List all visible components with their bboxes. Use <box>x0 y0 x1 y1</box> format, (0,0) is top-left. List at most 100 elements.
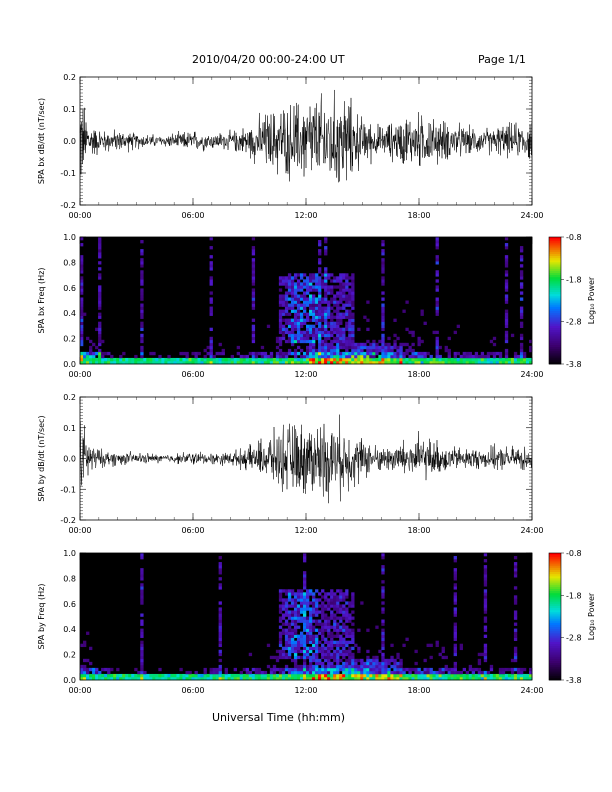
heatmap-cell <box>116 667 120 672</box>
heatmap-cell <box>83 312 87 316</box>
heatmap-cell <box>477 670 482 675</box>
heatmap-cell <box>366 649 370 654</box>
x-tick-label: 00:00 <box>68 526 91 535</box>
heatmap-cell <box>80 261 84 265</box>
heatmap-cell <box>293 300 298 304</box>
heatmap-cell <box>318 249 322 253</box>
heatmap-cell <box>513 565 518 569</box>
heatmap-cell <box>381 655 385 660</box>
heatmap-cell <box>140 249 144 253</box>
heatmap-cell <box>450 360 454 365</box>
heatmap-cell <box>381 258 385 262</box>
heatmap-cell <box>348 619 352 623</box>
heatmap-cell <box>378 360 382 365</box>
heatmap-cell <box>462 667 466 672</box>
heatmap-cell <box>290 670 295 675</box>
heatmap-cell <box>80 315 84 319</box>
heatmap-cell <box>321 309 325 313</box>
heatmap-cell <box>483 643 488 648</box>
heatmap-cell <box>122 357 126 362</box>
heatmap-cell <box>339 351 343 356</box>
heatmap-cell <box>510 676 515 681</box>
heatmap-cell <box>188 670 192 675</box>
heatmap-cell <box>411 357 415 362</box>
heatmap-cell <box>290 646 295 651</box>
heatmap-cell <box>318 354 322 359</box>
heatmap-cell <box>80 357 84 362</box>
heatmap-cell <box>167 360 171 365</box>
heatmap-cell <box>209 309 213 313</box>
heatmap-cell <box>290 288 295 292</box>
heatmap-cell <box>339 619 343 623</box>
heatmap-cell <box>381 628 385 632</box>
heatmap-cell <box>459 646 463 651</box>
heatmap-cell <box>492 676 497 681</box>
heatmap-cell <box>333 673 337 678</box>
heatmap-cell <box>239 354 244 359</box>
heatmap-cell <box>351 673 355 678</box>
heatmap-cell <box>284 351 289 356</box>
heatmap-cell <box>284 610 289 614</box>
heatmap-cell <box>528 670 533 675</box>
y-tick-label: 0.2 <box>63 651 76 660</box>
heatmap-cell <box>456 357 460 362</box>
heatmap-cell <box>336 333 340 338</box>
heatmap-cell <box>504 348 509 353</box>
heatmap-cell <box>471 357 476 362</box>
heatmap-cell <box>321 676 325 681</box>
heatmap-cell <box>299 273 304 277</box>
heatmap-cell <box>348 276 352 280</box>
heatmap-cell <box>345 652 349 657</box>
heatmap-cell <box>483 649 488 654</box>
heatmap-cell <box>296 309 301 313</box>
heatmap-cell <box>411 667 415 672</box>
heatmap-cell <box>80 360 84 365</box>
heatmap-cell <box>227 676 231 681</box>
heatmap-cell <box>293 315 298 319</box>
heatmap-cell <box>336 276 340 280</box>
heatmap-cell <box>302 673 307 678</box>
heatmap-cell <box>312 348 316 353</box>
plot-frame <box>79 552 533 681</box>
heatmap-cell <box>393 658 397 663</box>
heatmap-cell <box>299 595 304 599</box>
heatmap-cell <box>336 673 340 678</box>
heatmap-cell <box>248 652 253 657</box>
heatmap-cell <box>302 306 307 310</box>
heatmap-cell <box>146 673 150 678</box>
heatmap-cell <box>116 357 120 362</box>
x-tick-label: 06:00 <box>181 686 204 695</box>
colorbar-swatch <box>549 608 561 611</box>
heatmap-cell <box>411 676 415 681</box>
heatmap-cell <box>381 619 385 623</box>
heatmap-cell <box>435 330 439 335</box>
heatmap-cell <box>209 360 213 365</box>
heatmap-cell <box>324 667 328 672</box>
heatmap-cell <box>293 327 298 332</box>
colorbar-swatch <box>549 355 561 359</box>
heatmap-cell <box>375 342 379 347</box>
heatmap-cell <box>272 664 277 669</box>
heatmap-cell <box>149 351 153 356</box>
heatmap-cell <box>351 315 355 319</box>
heatmap-cell <box>318 348 322 353</box>
heatmap-cell <box>345 634 349 638</box>
heatmap-cell <box>336 318 340 322</box>
heatmap-cell <box>315 285 319 289</box>
heatmap-cell <box>161 357 165 362</box>
heatmap-cell <box>513 354 518 359</box>
heatmap-cell <box>357 354 361 359</box>
heatmap-cell <box>465 360 470 365</box>
heatmap-cell <box>251 258 256 262</box>
heatmap-cell <box>284 339 289 344</box>
heatmap-cell <box>483 619 488 623</box>
heatmap-cell <box>218 607 222 611</box>
x-axis-title: Universal Time (hh:mm) <box>212 711 345 724</box>
heatmap-cell <box>456 670 460 675</box>
heatmap-cell <box>333 652 337 657</box>
heatmap-cell <box>459 643 463 648</box>
heatmap-cell <box>327 670 331 675</box>
heatmap-cell <box>480 673 485 678</box>
heatmap-cell <box>131 673 135 678</box>
heatmap-cell <box>185 676 189 681</box>
